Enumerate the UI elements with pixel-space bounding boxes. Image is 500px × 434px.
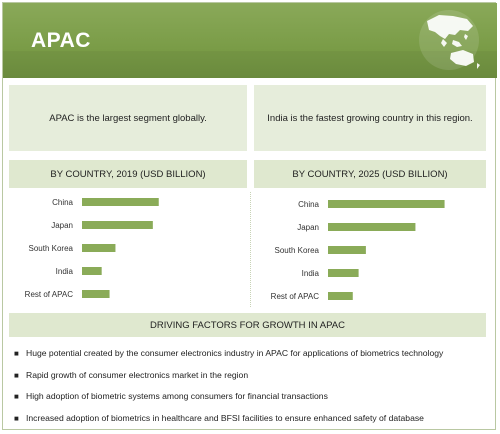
- category-label: China: [298, 200, 319, 209]
- bar: [82, 244, 116, 252]
- bar: [82, 198, 159, 206]
- callout-fastest-growing: India is the fastest growing country in …: [254, 85, 486, 151]
- chart-title-2025: BY COUNTRY, 2025 (USD BILLION): [254, 160, 486, 188]
- category-label: China: [52, 198, 73, 207]
- bullet-icon: ■: [14, 413, 19, 423]
- factor-text: Rapid growth of consumer electronics mar…: [26, 369, 249, 380]
- category-label: Rest of APAC: [25, 290, 74, 299]
- category-label: India: [302, 269, 320, 278]
- category-label: Japan: [51, 221, 73, 230]
- bar: [328, 246, 366, 254]
- bar-chart-2019: China Japan South Korea India Rest of APAC: [25, 198, 159, 299]
- bar: [328, 292, 353, 300]
- chart-title-2019: BY COUNTRY, 2019 (USD BILLION): [9, 160, 247, 188]
- header-band: [3, 51, 497, 78]
- callout-largest-segment: APAC is the largest segment globally.: [9, 85, 247, 151]
- factor-text: High adoption of biometric systems among…: [26, 391, 328, 401]
- bar-chart-2025: China Japan South Korea India Rest of APAC: [271, 200, 445, 301]
- bullet-icon: ■: [14, 349, 19, 358]
- header-banner: APAC: [3, 3, 497, 78]
- bar: [82, 290, 110, 298]
- factor-item: ■ High adoption of biometric systems amon…: [14, 386, 484, 408]
- bar: [328, 200, 445, 208]
- factor-text: Increased adoption of biometrics in heal…: [26, 412, 424, 423]
- category-label: Rest of APAC: [271, 292, 320, 301]
- chart-divider: [250, 192, 251, 307]
- driving-factors-list: ■ Huge potential created by the consumer …: [14, 343, 484, 429]
- asia-pacific-map-icon: [419, 10, 480, 70]
- category-label: Japan: [297, 223, 319, 232]
- category-label: South Korea: [275, 246, 320, 255]
- category-label: South Korea: [29, 244, 74, 253]
- bullet-icon: ■: [14, 392, 19, 401]
- factor-item: ■ Increased adoption of biometrics in hea…: [14, 408, 484, 430]
- category-label: India: [56, 267, 74, 276]
- bar: [328, 269, 359, 277]
- factor-item: ■ Huge potential created by the consumer …: [14, 343, 484, 365]
- bullet-icon: ■: [14, 370, 19, 380]
- infographic-frame: APAC: [2, 2, 497, 430]
- bar: [328, 223, 416, 231]
- region-title: APAC: [31, 29, 91, 52]
- driving-factors-heading: DRIVING FACTORS FOR GROWTH IN APAC: [9, 313, 486, 337]
- factor-text: Huge potential created by the consumer e…: [26, 348, 444, 358]
- bar: [82, 221, 153, 229]
- factor-item: ■ Rapid growth of consumer electronics ma…: [14, 365, 484, 387]
- bar: [82, 267, 102, 275]
